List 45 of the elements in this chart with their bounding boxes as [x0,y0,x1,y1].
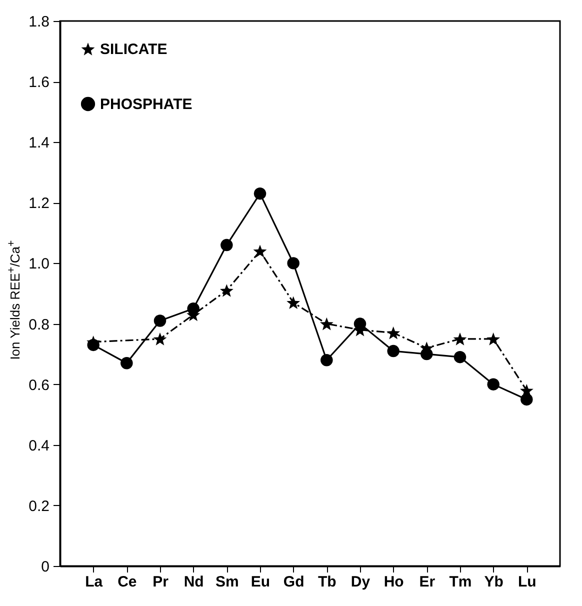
point [520,393,533,406]
x-tick-label: Lu [518,574,536,590]
x-tick-label: Nd [184,574,204,590]
point [120,357,133,370]
legend-label: PHOSPHATE [100,96,192,113]
point [454,350,466,364]
y-tick-label: 1.4 [28,134,50,152]
point [487,378,500,390]
x-tick-label: Sm [215,574,239,590]
y-tick-label: 1.8 [28,14,50,30]
x-tick-label: Ho [384,574,404,590]
point [253,244,267,258]
y-tick-label: 1.2 [28,195,50,212]
y-tick-label: 0.2 [28,498,50,515]
point [386,326,400,340]
legend-label: SILICATE [100,41,168,58]
point [220,284,234,297]
y-tick-label: 1.6 [28,74,50,92]
y-tick-label: 0.6 [28,376,50,394]
x-tick-label: Gd [283,574,304,590]
x-tick-label: Dy [350,574,371,590]
x-tick-label: Er [419,574,436,590]
point [387,344,400,358]
point [153,332,167,346]
point [154,314,166,327]
point [486,332,500,346]
x-tick-label: Tm [449,574,472,590]
y-tick-label: 0.4 [28,437,50,454]
point [220,238,233,252]
point [453,332,467,346]
point [320,354,333,366]
point [254,187,266,200]
x-tick-label: Pr [152,574,169,590]
y-tick-label: 0.8 [28,316,50,334]
x-tick-label: Ce [118,574,137,590]
y-tick-label: 1.0 [28,256,50,273]
point [520,384,534,397]
point [286,296,300,310]
point [287,257,300,270]
y-tick-label: 0 [41,558,50,576]
x-tick-label: Tb [318,574,336,590]
x-tick-label: Eu [250,574,270,590]
point [320,317,334,330]
x-tick-label: Yb [484,574,504,590]
x-tick-label: La [85,574,104,590]
